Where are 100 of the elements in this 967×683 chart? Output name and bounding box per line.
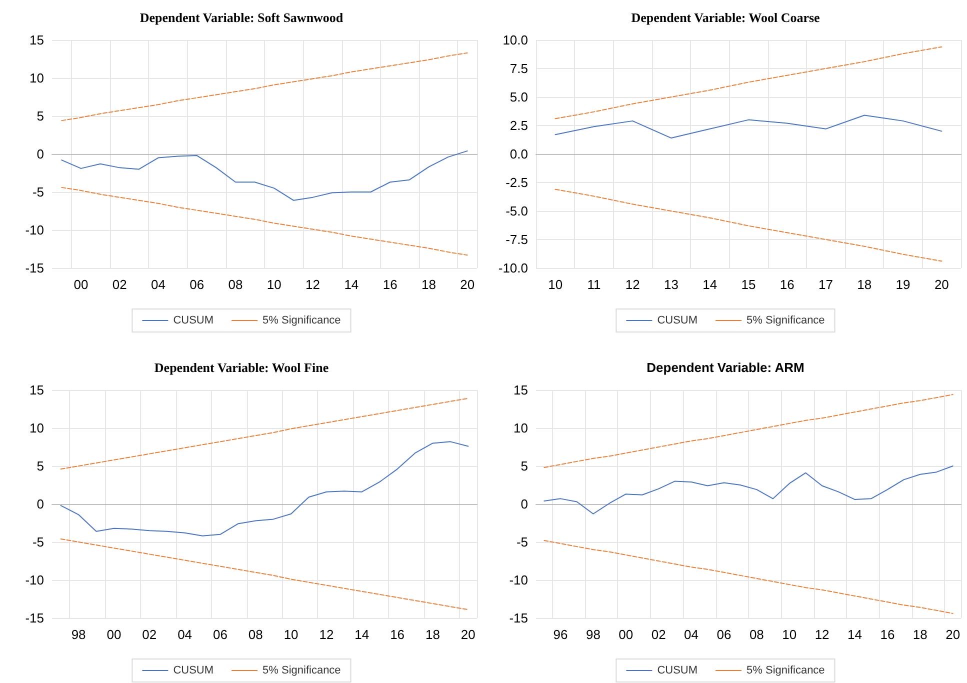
y-tick-label: 10 <box>30 420 44 436</box>
legend-label: 5% Significance <box>262 314 341 326</box>
y-tick-label: 0.0 <box>510 146 528 162</box>
legend-label: CUSUM <box>657 664 698 676</box>
x-tick-label: 98 <box>586 627 600 642</box>
y-tick-label: 0 <box>36 146 44 162</box>
x-tick-label: 98 <box>71 627 86 642</box>
x-tick-label: 12 <box>306 277 320 292</box>
line-series <box>60 441 469 536</box>
x-tick-label: 10 <box>548 277 563 292</box>
x-tick-label: 96 <box>553 627 568 642</box>
line-series <box>554 46 942 120</box>
x-tick-label: 18 <box>425 627 440 642</box>
x-tick-label: 19 <box>896 277 910 292</box>
legend-label: 5% Significance <box>746 314 825 326</box>
line-series <box>61 186 468 256</box>
x-tick-label: 10 <box>266 277 282 292</box>
chart-title: Dependent Variable: ARM <box>646 360 804 375</box>
x-tick-label: 17 <box>818 277 834 292</box>
x-tick-label: 02 <box>112 277 127 292</box>
y-tick-label: -15 <box>25 260 44 276</box>
y-tick-label: -2.5 <box>506 175 528 190</box>
y-tick-label: -10 <box>25 572 44 588</box>
y-tick-label: 10.0 <box>502 32 528 48</box>
x-tick-label: 15 <box>741 277 756 292</box>
y-tick-label: 10 <box>514 420 528 436</box>
y-tick-label: -5.0 <box>506 204 528 218</box>
y-tick-label: 5 <box>36 458 44 474</box>
x-tick-label: 12 <box>625 277 640 292</box>
y-tick-label: 15 <box>30 382 44 398</box>
y-tick-label: -10 <box>25 222 44 238</box>
x-tick-label: 16 <box>390 627 405 642</box>
x-tick-label: 16 <box>382 277 398 292</box>
x-tick-label: 16 <box>880 627 895 642</box>
y-tick-label: 5.0 <box>510 90 528 104</box>
x-tick-label: 12 <box>319 627 334 642</box>
line-series <box>554 114 942 139</box>
line-series <box>61 52 468 122</box>
y-tick-label: 15 <box>514 382 528 398</box>
y-tick-label: 10 <box>30 70 44 86</box>
x-tick-label: 20 <box>460 627 476 642</box>
x-tick-label: 08 <box>248 627 263 642</box>
y-tick-label: 5 <box>36 108 44 124</box>
x-tick-label: 00 <box>74 277 88 292</box>
chart-title: Dependent Variable: Wool Fine <box>154 360 329 375</box>
x-tick-label: 04 <box>684 627 699 642</box>
y-tick-label: -5 <box>32 184 44 200</box>
y-tick-label: 15 <box>30 32 44 48</box>
x-tick-label: 18 <box>912 627 928 642</box>
x-tick-label: 14 <box>354 627 370 642</box>
x-tick-label: 14 <box>702 277 718 292</box>
x-tick-label: 08 <box>228 277 243 292</box>
x-tick-label: 02 <box>651 627 666 642</box>
y-tick-label: 0 <box>520 496 528 512</box>
line-series <box>60 538 469 610</box>
x-tick-label: 04 <box>151 277 166 292</box>
x-tick-label: 16 <box>780 277 794 292</box>
y-tick-label: -10 <box>509 572 528 588</box>
x-tick-label: 06 <box>190 277 204 292</box>
chart-title: Dependent Variable: Soft Sawnwood <box>140 10 344 25</box>
x-tick-label: 20 <box>946 627 960 642</box>
y-tick-label: -15 <box>25 610 44 626</box>
x-tick-label: 18 <box>421 277 436 292</box>
line-series <box>61 150 468 201</box>
y-tick-label: -5 <box>516 534 528 550</box>
y-tick-label: -5 <box>32 534 44 550</box>
y-tick-label: -7.5 <box>506 232 528 247</box>
x-tick-label: 10 <box>284 627 298 642</box>
x-tick-label: 04 <box>178 627 192 642</box>
legend-label: CUSUM <box>173 664 214 676</box>
legend-label: CUSUM <box>173 314 214 326</box>
x-tick-label: 14 <box>344 277 359 292</box>
x-tick-label: 20 <box>460 277 475 292</box>
y-tick-label: 2.5 <box>510 118 528 133</box>
x-tick-label: 12 <box>814 627 830 642</box>
x-tick-label: 00 <box>106 627 122 642</box>
x-tick-label: 02 <box>142 627 157 642</box>
x-tick-label: 11 <box>587 277 601 292</box>
x-tick-label: 08 <box>749 627 764 642</box>
x-tick-label: 14 <box>848 627 862 642</box>
x-tick-label: 00 <box>618 627 634 642</box>
line-series <box>544 466 954 514</box>
chart-title: Dependent Variable: Wool Coarse <box>631 10 820 25</box>
y-tick-label: 5 <box>520 458 528 474</box>
line-series <box>544 394 954 468</box>
line-series <box>544 540 954 614</box>
legend-label: 5% Significance <box>262 664 341 676</box>
legend-label: CUSUM <box>657 314 698 326</box>
x-tick-label: 06 <box>212 627 228 642</box>
y-tick-label: -15 <box>509 610 528 626</box>
line-series <box>554 188 942 262</box>
x-tick-label: 06 <box>716 627 732 642</box>
x-tick-label: 10 <box>782 627 797 642</box>
y-tick-label: 7.5 <box>510 61 528 76</box>
legend-label: 5% Significance <box>746 664 825 676</box>
x-tick-label: 18 <box>857 277 872 292</box>
x-tick-label: 20 <box>934 277 949 292</box>
line-series <box>60 398 469 470</box>
x-tick-label: 13 <box>664 277 678 292</box>
y-tick-label: 0 <box>36 496 44 512</box>
